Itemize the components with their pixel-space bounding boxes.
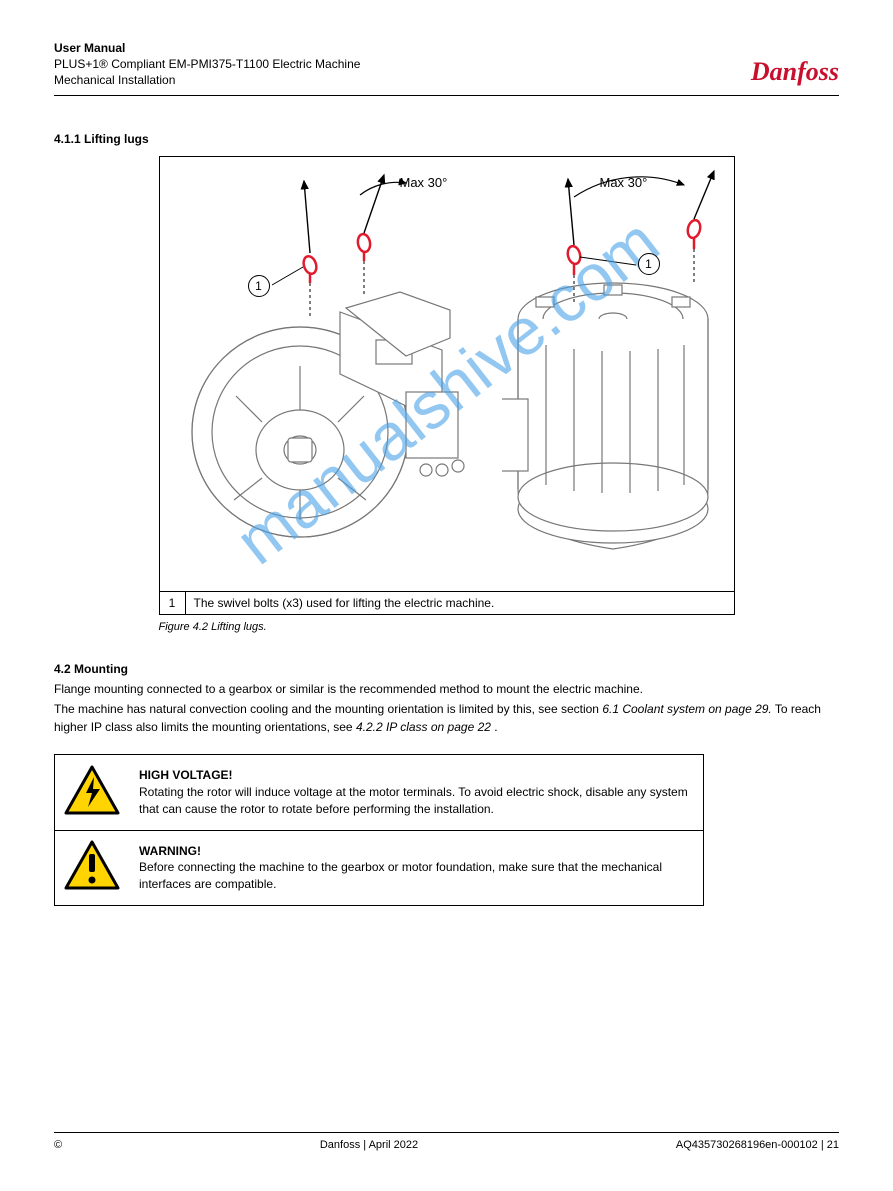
header-text: User Manual PLUS+1® Compliant EM-PMI375-… [54, 40, 360, 89]
header-line2: PLUS+1® Compliant EM-PMI375-T1100 Electr… [54, 56, 360, 72]
hv-text: Rotating the rotor will induce voltage a… [139, 784, 693, 818]
header-line1: User Manual [54, 40, 360, 56]
page-header: User Manual PLUS+1® Compliant EM-PMI375-… [54, 40, 839, 96]
figure-wrap: manualshive.com [54, 156, 839, 633]
max-angle-right: Max 30° [600, 175, 648, 190]
callout-1-left-num: 1 [248, 275, 270, 297]
hv-icon-cell [55, 755, 129, 830]
warn-icon-cell [55, 831, 129, 905]
body-text: 4.2 Mounting Flange mounting connected t… [54, 661, 839, 906]
section-number: 4.1.1 Lifting lugs [54, 132, 839, 146]
figure-table: 1 The swivel bolts (x3) used for lifting… [159, 591, 735, 615]
content: 4.1.1 Lifting lugs manualshive.com [54, 96, 839, 906]
hv-bold: HIGH VOLTAGE! [139, 768, 233, 782]
p2ref2: 4.2.2 IP class on page 22 [356, 720, 491, 734]
brand-logo: Danfoss [751, 57, 839, 89]
hazard-row-warn: WARNING! Before connecting the machine t… [55, 831, 703, 905]
page-footer: © Danfoss | April 2022 AQ435730268196en-… [54, 1132, 839, 1151]
warning-icon [64, 840, 120, 890]
callout-1-right-num: 1 [638, 253, 660, 275]
warn-bold: WARNING! [139, 844, 201, 858]
fig-table-num: 1 [160, 592, 186, 614]
p2ref: 6.1 Coolant system on page 29. [602, 702, 771, 716]
hv-msg: HIGH VOLTAGE! Rotating the rotor will in… [129, 755, 703, 830]
warn-msg: WARNING! Before connecting the machine t… [129, 831, 703, 905]
mounting-p2: The machine has natural convection cooli… [54, 701, 839, 736]
warn-text: Before connecting the machine to the gea… [139, 859, 693, 893]
footer-copyright: © [54, 1139, 62, 1151]
p2c: . [494, 720, 497, 734]
footer-doc: AQ435730268196en-000102 | 21 [676, 1139, 839, 1151]
figure-box: manualshive.com [159, 156, 735, 633]
footer-center: Danfoss | April 2022 [62, 1139, 676, 1151]
mounting-heading: 4.2 Mounting [54, 661, 839, 678]
mounting-p1: Flange mounting connected to a gearbox o… [54, 681, 839, 698]
page: User Manual PLUS+1® Compliant EM-PMI375-… [0, 0, 893, 1191]
figure: manualshive.com [159, 156, 735, 591]
callout-1-right: 1 [638, 253, 660, 275]
hazard-row-hv: HIGH VOLTAGE! Rotating the rotor will in… [55, 755, 703, 830]
hazard-table: HIGH VOLTAGE! Rotating the rotor will in… [54, 754, 704, 906]
header-section: Mechanical Installation [54, 72, 360, 88]
max-angle-left: Max 30° [400, 175, 448, 190]
callout-1-left: 1 [248, 275, 270, 297]
fig-table-text: The swivel bolts (x3) used for lifting t… [186, 592, 734, 614]
high-voltage-icon [64, 765, 120, 815]
overlay-svg [160, 157, 735, 591]
figure-caption: Figure 4.2 Lifting lugs. [159, 621, 735, 633]
p2a: The machine has natural convection cooli… [54, 702, 599, 716]
